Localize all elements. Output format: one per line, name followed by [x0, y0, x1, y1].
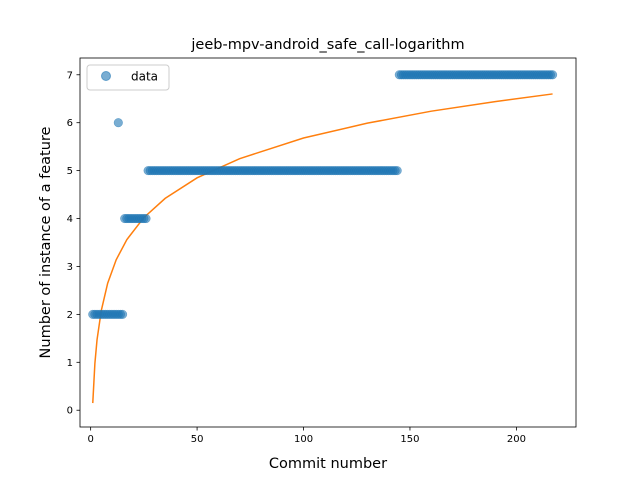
y-axis-label: Number of instance of a feature: [38, 126, 54, 358]
y-tick-label: 7: [67, 70, 73, 81]
x-tick-label: 0: [87, 434, 93, 445]
data-points-layer: [88, 70, 558, 319]
data-point: [113, 118, 123, 128]
y-tick-label: 6: [67, 118, 73, 129]
plot-frame: [79, 57, 577, 428]
legend: data: [86, 64, 170, 91]
data-point: [392, 166, 402, 176]
x-tick-label: 100: [294, 434, 313, 445]
y-tick-label: 4: [67, 214, 73, 225]
y-tick-label: 1: [67, 358, 73, 369]
legend-label-data: data: [131, 70, 158, 84]
y-tick-label: 2: [67, 310, 73, 321]
x-tick-label: 50: [191, 434, 204, 445]
x-tick-label: 200: [507, 434, 526, 445]
y-tick-label: 5: [67, 166, 73, 177]
x-axis-label: Commit number: [269, 456, 387, 472]
y-tick-label: 3: [67, 262, 73, 273]
x-axis: 0 50 100 150 200: [87, 427, 526, 445]
fit-line-layer: [92, 93, 553, 404]
fit-line: [92, 93, 553, 404]
chart-title: jeeb-mpv-android_safe_call-logarithm: [190, 37, 464, 53]
data-point: [141, 213, 151, 224]
y-axis: 0 1 2 3 4 5 6 7: [67, 70, 80, 417]
data-point: [548, 70, 558, 80]
plot-background: [80, 58, 576, 427]
y-tick-label: 0: [67, 406, 73, 417]
legend-marker-data: [101, 71, 111, 81]
data-point: [118, 309, 128, 319]
x-tick-label: 150: [400, 434, 419, 445]
plot-area: [79, 57, 577, 428]
